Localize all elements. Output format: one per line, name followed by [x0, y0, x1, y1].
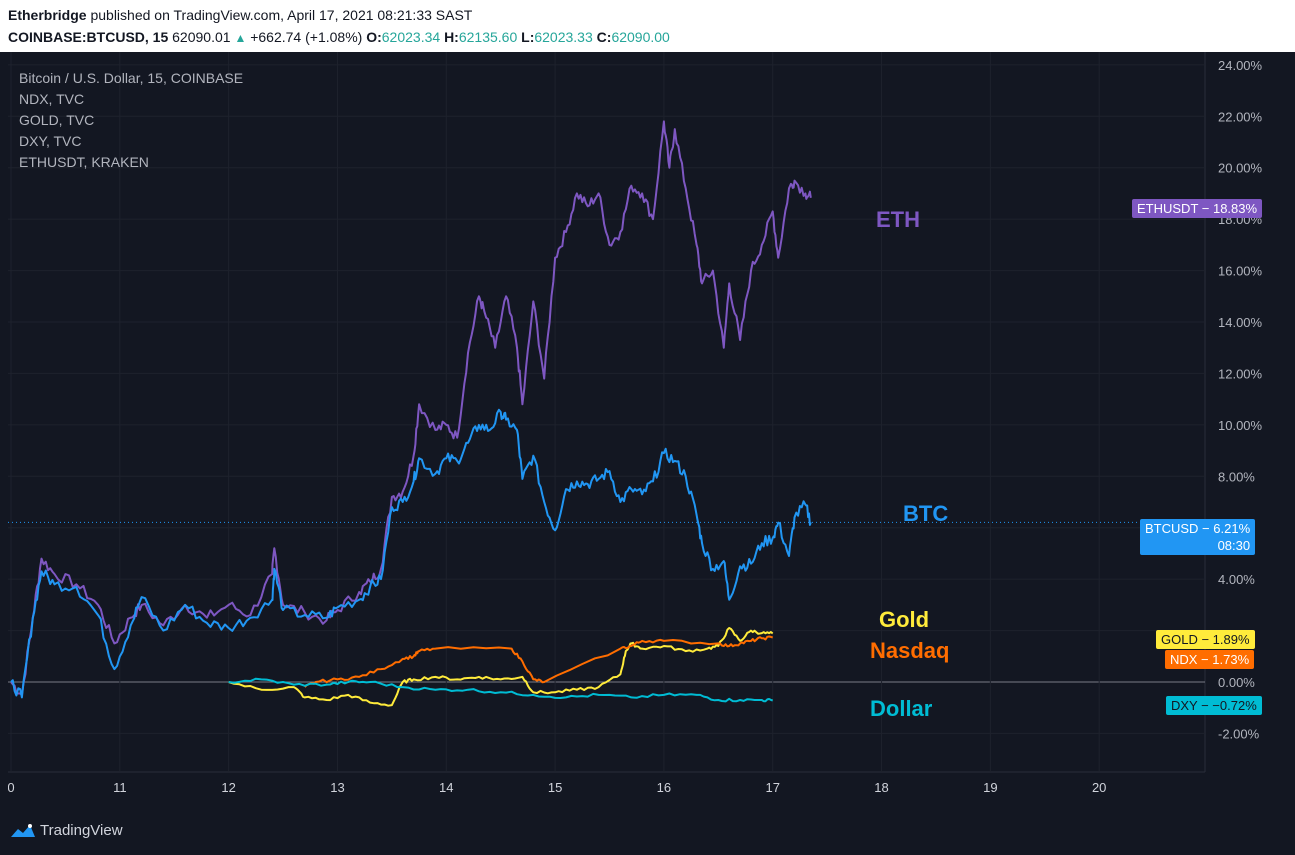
y-tick-label: 20.00% — [1218, 161, 1263, 176]
up-arrow-icon: ▲ — [234, 31, 247, 45]
high-label: H: — [444, 29, 459, 45]
last-price: 62090.01 — [172, 29, 231, 45]
chart-area[interactable]: 24.00% 22.00% 20.00% 18.00% 16.00% 14.00% 12.0… — [8, 52, 1288, 804]
legend-item-gold[interactable]: GOLD, TVC — [19, 112, 95, 128]
tradingview-logo-icon — [11, 824, 35, 838]
price-tag-btc: BTCUSD − 6.21% 08:30 — [1140, 519, 1256, 555]
author-name[interactable]: Etherbridge — [8, 7, 87, 23]
published-text: published on TradingView.com, April 17, … — [86, 7, 473, 23]
publish-info: Etherbridge published on TradingView.com… — [8, 7, 472, 23]
series-legend: Bitcoin / U.S. Dollar, 15, COINBASE NDX,… — [19, 68, 243, 173]
annotation-eth: ETH — [876, 207, 920, 232]
annotation-nasdaq: Nasdaq — [870, 638, 950, 663]
annotation-gold: Gold — [879, 607, 930, 632]
series-line-ndx[interactable] — [304, 635, 774, 688]
y-tick-label: 22.00% — [1218, 109, 1263, 124]
series-line-ethusdt[interactable] — [10, 120, 812, 696]
x-tick-label: 16 — [657, 780, 671, 795]
symbol-label: COINBASE:BTCUSD, 15 — [8, 29, 169, 45]
y-tick-label: 8.00% — [1218, 469, 1255, 484]
price-tag-btc-time: 08:30 — [1217, 538, 1251, 553]
series-line-btcusd[interactable] — [10, 408, 812, 699]
x-tick-label: 18 — [874, 780, 888, 795]
series-line-dxy[interactable] — [228, 677, 774, 703]
y-tick-label: 0.00% — [1218, 675, 1255, 690]
x-tick-label: 13 — [330, 780, 344, 795]
low-value: 62023.33 — [534, 29, 593, 45]
legend-item-dxy[interactable]: DXY, TVC — [19, 133, 82, 149]
x-tick-label: 19 — [983, 780, 997, 795]
x-tick-label: 20 — [1092, 780, 1106, 795]
y-tick-label: 14.00% — [1218, 315, 1263, 330]
series-line-gold[interactable] — [228, 627, 774, 707]
tradingview-logo[interactable]: TradingView — [10, 822, 123, 839]
y-tick-label: 10.00% — [1218, 418, 1263, 433]
annotation-dollar: Dollar — [870, 696, 933, 721]
y-tick-label: 12.00% — [1218, 366, 1263, 381]
x-tick-label: 11 — [113, 780, 127, 795]
legend-item-ndx[interactable]: NDX, TVC — [19, 91, 85, 107]
close-label: C: — [596, 29, 612, 45]
tradingview-brand: TradingView — [40, 822, 123, 839]
legend-main-series[interactable]: Bitcoin / U.S. Dollar, 15, COINBASE — [19, 70, 244, 86]
legend-item-ethusdt[interactable]: ETHUSDT, KRAKEN — [19, 154, 149, 170]
open-value: 62023.34 — [381, 29, 441, 45]
price-tag-dxy: DXY − −0.72% — [1166, 696, 1262, 715]
price-tag-ndx: NDX − 1.73% — [1165, 650, 1255, 669]
y-tick-label: 4.00% — [1218, 572, 1255, 587]
ohlc-line: COINBASE:BTCUSD, 15 62090.01 ▲ +662.74 (… — [8, 29, 670, 45]
open-label: O: — [366, 29, 382, 45]
x-tick-label: 17 — [765, 780, 779, 795]
annotation-btc: BTC — [903, 501, 949, 526]
y-tick-label: 16.00% — [1218, 264, 1263, 279]
y-tick-label: -2.00% — [1218, 726, 1260, 741]
price-tag-btc-value: BTCUSD − 6.21% — [1145, 521, 1251, 536]
x-tick-label: 12 — [221, 780, 235, 795]
x-tick-label: 14 — [439, 780, 453, 795]
x-tick-label: 0 — [8, 780, 15, 795]
close-value: 62090.00 — [611, 29, 670, 45]
low-label: L: — [521, 29, 535, 45]
high-value: 62135.60 — [458, 29, 518, 45]
price-change: +662.74 (+1.08%) — [250, 29, 363, 45]
y-tick-label: 24.00% — [1218, 58, 1263, 73]
price-tag-eth: ETHUSDT − 18.83% — [1132, 199, 1263, 218]
publish-header: Etherbridge published on TradingView.com… — [0, 0, 1295, 52]
footer: TradingView — [0, 804, 1295, 855]
x-tick-label: 15 — [548, 780, 562, 795]
price-tag-gold: GOLD − 1.89% — [1156, 630, 1255, 649]
